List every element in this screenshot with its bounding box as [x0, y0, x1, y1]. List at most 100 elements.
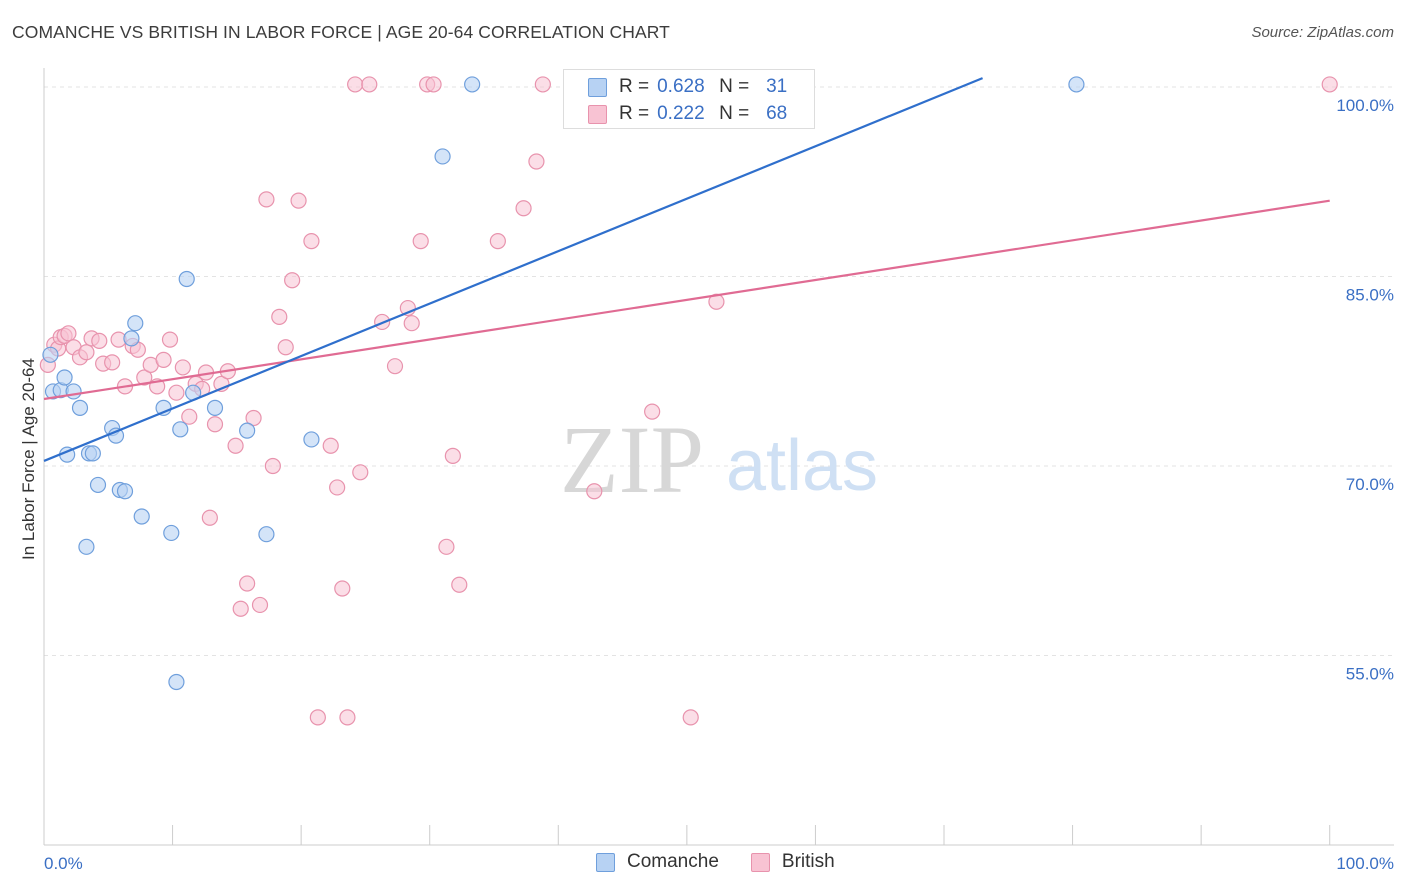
y-tick-label: 100.0% — [1336, 96, 1394, 115]
comanche-point — [42, 346, 59, 363]
comanche-point — [89, 476, 107, 494]
british-point — [136, 369, 153, 386]
british-point — [227, 437, 244, 454]
british-point — [303, 232, 320, 250]
comanche-point — [133, 508, 150, 525]
british-r-value: 0.222 — [657, 103, 705, 124]
series-legend: Comanche British — [596, 851, 835, 873]
british-trend-line — [43, 199, 1330, 401]
british-point — [361, 76, 378, 93]
legend-row-british: R = 0.222 N = 68 — [588, 102, 787, 126]
british-point — [334, 580, 351, 597]
british-point — [174, 359, 191, 376]
y-tick-label: 70.0% — [1346, 475, 1394, 494]
legend-label-comanche: Comanche — [627, 851, 719, 872]
comanche-point — [127, 315, 144, 332]
comanche-point — [434, 148, 451, 165]
trend-lines — [43, 77, 1330, 462]
watermark-atlas: atlas — [726, 426, 878, 506]
tick-labels: 55.0% 70.0% 85.0% 100.0% 0.0% 100.0% — [44, 96, 1394, 873]
comanche-point — [464, 76, 481, 93]
comanche-point — [206, 399, 224, 416]
british-point — [104, 354, 121, 371]
british-point — [412, 232, 429, 250]
comanche-point — [163, 524, 180, 542]
british-point — [251, 596, 269, 614]
british-point — [515, 200, 532, 217]
british-point — [347, 76, 364, 93]
comanche-points — [42, 76, 1085, 691]
comanche-point — [71, 399, 89, 416]
british-point — [425, 76, 442, 93]
british-point — [586, 483, 603, 500]
british-point — [181, 408, 198, 425]
n-label: N = — [719, 76, 750, 97]
british-point — [403, 315, 420, 332]
comanche-point — [172, 421, 189, 438]
british-points — [39, 76, 1338, 726]
british-point — [245, 409, 262, 427]
british-point — [309, 709, 326, 726]
british-point — [232, 600, 249, 617]
british-point — [1321, 76, 1338, 93]
comanche-point — [1068, 76, 1085, 93]
british-point — [329, 479, 346, 496]
comanche-point — [116, 483, 134, 500]
comanche-point — [78, 538, 95, 555]
comanche-point — [258, 526, 275, 543]
british-point — [290, 192, 307, 209]
comanche-swatch — [596, 852, 615, 872]
comanche-point — [303, 431, 320, 448]
british-n-value: 68 — [766, 103, 788, 124]
british-point — [438, 538, 455, 555]
comanche-r-value: 0.628 — [657, 76, 705, 97]
british-point — [161, 331, 179, 348]
r-label: R = — [619, 76, 650, 97]
legend-item-comanche: Comanche — [596, 851, 719, 873]
legend-item-british: British — [750, 851, 835, 873]
british-swatch — [750, 852, 770, 872]
british-point — [78, 344, 95, 361]
british-point — [284, 272, 301, 289]
axes — [43, 68, 1394, 846]
british-point — [644, 403, 661, 420]
british-point — [339, 709, 356, 726]
chart-title: COMANCHE VS BRITISH IN LABOR FORCE | AGE… — [12, 22, 670, 42]
british-point — [258, 191, 275, 208]
correlation-legend: R = 0.628 N = 31 R = 0.222 N = 68 — [563, 69, 815, 129]
british-point — [91, 332, 108, 349]
comanche-swatch — [588, 77, 607, 97]
y-axis-label: In Labor Force | Age 20-64 — [19, 358, 38, 560]
comanche-point — [65, 383, 82, 400]
british-point — [528, 153, 545, 170]
comanche-point — [123, 330, 140, 347]
y-tick-label: 55.0% — [1346, 664, 1394, 683]
british-point — [489, 232, 506, 250]
x-tick-label: 100.0% — [1336, 854, 1394, 873]
british-point — [534, 76, 551, 93]
british-point — [682, 709, 699, 726]
british-point — [201, 509, 218, 526]
british-point — [386, 358, 404, 375]
british-point — [352, 464, 369, 481]
british-point — [277, 339, 294, 356]
comanche-trend-line — [43, 77, 983, 462]
r-label: R = — [619, 103, 650, 124]
legend-row-comanche: R = 0.628 N = 31 — [588, 75, 787, 99]
comanche-point — [239, 422, 256, 439]
british-point — [451, 576, 468, 593]
british-point — [444, 447, 461, 464]
british-swatch — [588, 104, 607, 124]
x-tick-label: 0.0% — [44, 854, 83, 873]
comanche-n-value: 31 — [766, 76, 788, 97]
comanche-point — [168, 673, 185, 691]
british-point — [271, 308, 288, 325]
comanche-point — [178, 270, 195, 288]
british-point — [206, 416, 224, 433]
british-point — [239, 575, 256, 592]
y-tick-label: 85.0% — [1346, 285, 1394, 304]
comanche-point — [84, 445, 101, 462]
n-label: N = — [719, 103, 750, 124]
british-point — [264, 457, 281, 475]
